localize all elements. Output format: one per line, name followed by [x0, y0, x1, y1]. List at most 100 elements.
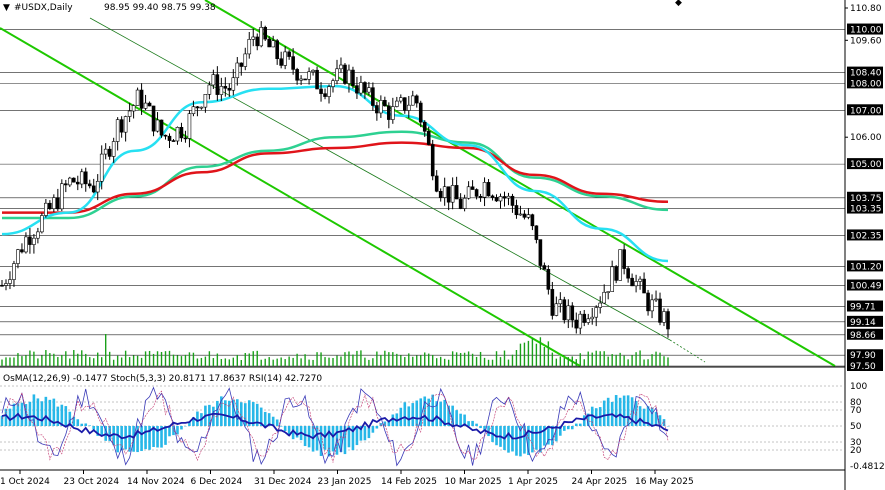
triangle-down-icon[interactable]: ▼	[3, 3, 10, 13]
candle-body	[79, 171, 84, 185]
candle-body	[538, 239, 543, 266]
price-level-label: 99.14	[850, 318, 876, 328]
candle-body	[498, 196, 503, 202]
price-level-label: 103.35	[850, 205, 882, 215]
candle-body	[518, 213, 523, 216]
candle-body	[514, 205, 519, 216]
indicator-level-label: 20	[850, 446, 862, 456]
candle-body	[438, 190, 443, 198]
candle-body	[598, 302, 603, 308]
candle-body	[83, 171, 88, 185]
candle-body	[151, 105, 156, 132]
candle-body	[526, 214, 531, 218]
candle-body	[399, 97, 403, 102]
candle-body	[127, 110, 132, 117]
candle-body	[147, 102, 152, 107]
candle-body	[287, 51, 291, 57]
candle-body	[638, 278, 642, 282]
price-level-label: 108.40	[850, 69, 882, 79]
candle-body	[64, 183, 68, 186]
candle-body	[28, 236, 32, 245]
candle-body	[634, 281, 638, 287]
candle-body	[163, 134, 168, 137]
price-level-lines	[0, 29, 845, 367]
candle-body	[594, 307, 599, 318]
indicator-level-label: 70	[850, 406, 862, 416]
candle-body	[303, 78, 307, 81]
symbol-title: #USDX,Daily	[14, 3, 73, 13]
time-tick-label: 14 Nov 2024	[127, 477, 185, 487]
channel-lower-line	[0, 27, 581, 367]
candle-body	[502, 196, 507, 199]
candle-body	[103, 148, 108, 155]
candle-body	[67, 177, 72, 186]
candle-body	[626, 268, 630, 279]
candle-body	[339, 64, 343, 70]
time-tick-label: 23 Oct 2024	[64, 477, 120, 487]
candle-body	[622, 249, 626, 269]
candle-body	[36, 231, 40, 239]
time-tick-label: 1 Apr 2025	[508, 477, 558, 487]
candle-body	[195, 106, 200, 109]
scroll-handle-icon[interactable]: ◆	[675, 0, 682, 8]
price-level-label: 110.00	[850, 26, 882, 36]
candle-body	[454, 185, 459, 200]
candle-body	[143, 102, 148, 109]
candle-body	[0, 284, 4, 287]
candle-body	[586, 318, 591, 323]
indicator-readout: OsMA(12,26,9) -0.1477 Stoch(5,3,3) 20.81…	[3, 374, 322, 384]
indicator-level-label: 50	[850, 422, 862, 432]
candle-body	[24, 236, 28, 253]
candle-body	[367, 87, 371, 93]
candle-body	[590, 316, 595, 320]
price-level-label: 103.75	[850, 194, 882, 204]
price-level-tag	[847, 66, 883, 78]
candle-body	[8, 279, 12, 284]
indicator-level-label: 30	[850, 438, 862, 448]
candle-body	[355, 85, 359, 94]
price-level-tag	[847, 77, 883, 89]
candle-body	[546, 269, 551, 290]
candle-body	[183, 137, 188, 140]
candle-body	[414, 95, 419, 104]
indicator-level-label: 80	[850, 398, 862, 408]
candle-body	[470, 186, 475, 190]
candle-body	[135, 89, 140, 106]
candle-body	[155, 119, 160, 132]
price-level-tag	[847, 23, 883, 35]
candle-body	[347, 69, 351, 84]
candle-body	[299, 78, 303, 81]
candle-body	[395, 100, 399, 107]
price-level-tag	[847, 360, 883, 371]
candle-body	[654, 298, 658, 301]
candle-body	[231, 77, 236, 91]
candle-body	[422, 121, 427, 132]
trend-channel-lines	[0, 0, 836, 367]
candle-body	[486, 182, 491, 197]
candle-body	[227, 87, 232, 91]
candle-body	[16, 249, 20, 264]
candle-body	[56, 197, 60, 210]
candle-body	[343, 64, 347, 84]
candle-body	[283, 51, 287, 66]
candle-body	[44, 202, 48, 216]
candle-body	[602, 291, 606, 304]
candle-body	[391, 106, 395, 120]
candle-body	[219, 86, 224, 95]
time-tick-label: 16 May 2025	[635, 477, 694, 487]
candle-body	[251, 36, 256, 40]
price-level-label: 107.00	[850, 106, 882, 116]
indicator-level-label: 100	[850, 382, 867, 392]
candle-body	[243, 53, 248, 67]
candle-body	[662, 311, 666, 323]
candle-body	[291, 56, 295, 70]
candle-body	[610, 266, 614, 292]
candle-body	[295, 69, 299, 81]
price-level-label: 101.20	[850, 262, 882, 272]
candle-body	[466, 186, 471, 199]
candle-body	[171, 140, 176, 142]
candle-body	[426, 131, 431, 145]
candle-body	[263, 27, 268, 40]
